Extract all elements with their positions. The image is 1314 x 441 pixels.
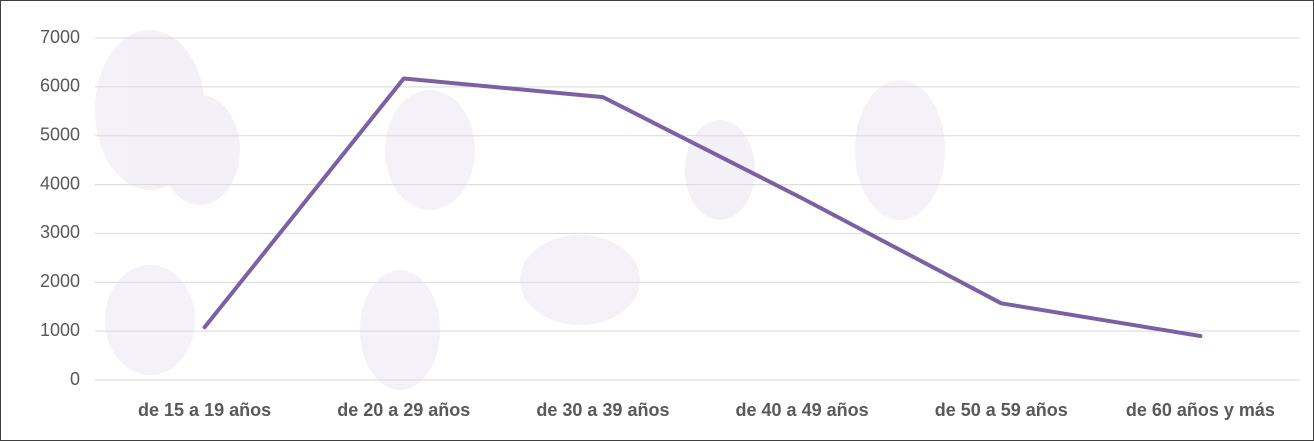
y-tick-label: 5000 [40, 124, 80, 144]
chart: 0 1000 2000 3000 4000 5000 6000 7000 de 15 a 19 … [0, 0, 1314, 441]
y-tick-label: 2000 [40, 271, 80, 291]
y-tick-label: 7000 [40, 27, 80, 47]
x-tick-label: de 50 a 59 años [935, 400, 1068, 420]
y-tick-label: 1000 [40, 320, 80, 340]
y-tick-label: 6000 [40, 76, 80, 96]
chart-border [1, 1, 1314, 441]
x-tick-label: de 15 a 19 años [138, 400, 271, 420]
y-tick-label: 0 [70, 369, 80, 389]
x-tick-label: de 30 a 39 años [536, 400, 669, 420]
x-tick-label: de 40 a 49 años [736, 400, 869, 420]
page: {"chart_data": {"type": "line", "categor… [0, 0, 1314, 441]
y-tick-label: 3000 [40, 222, 80, 242]
x-tick-label: de 60 años y más [1126, 400, 1275, 420]
y-tick-label: 4000 [40, 173, 80, 193]
x-tick-label: de 20 a 29 años [337, 400, 470, 420]
